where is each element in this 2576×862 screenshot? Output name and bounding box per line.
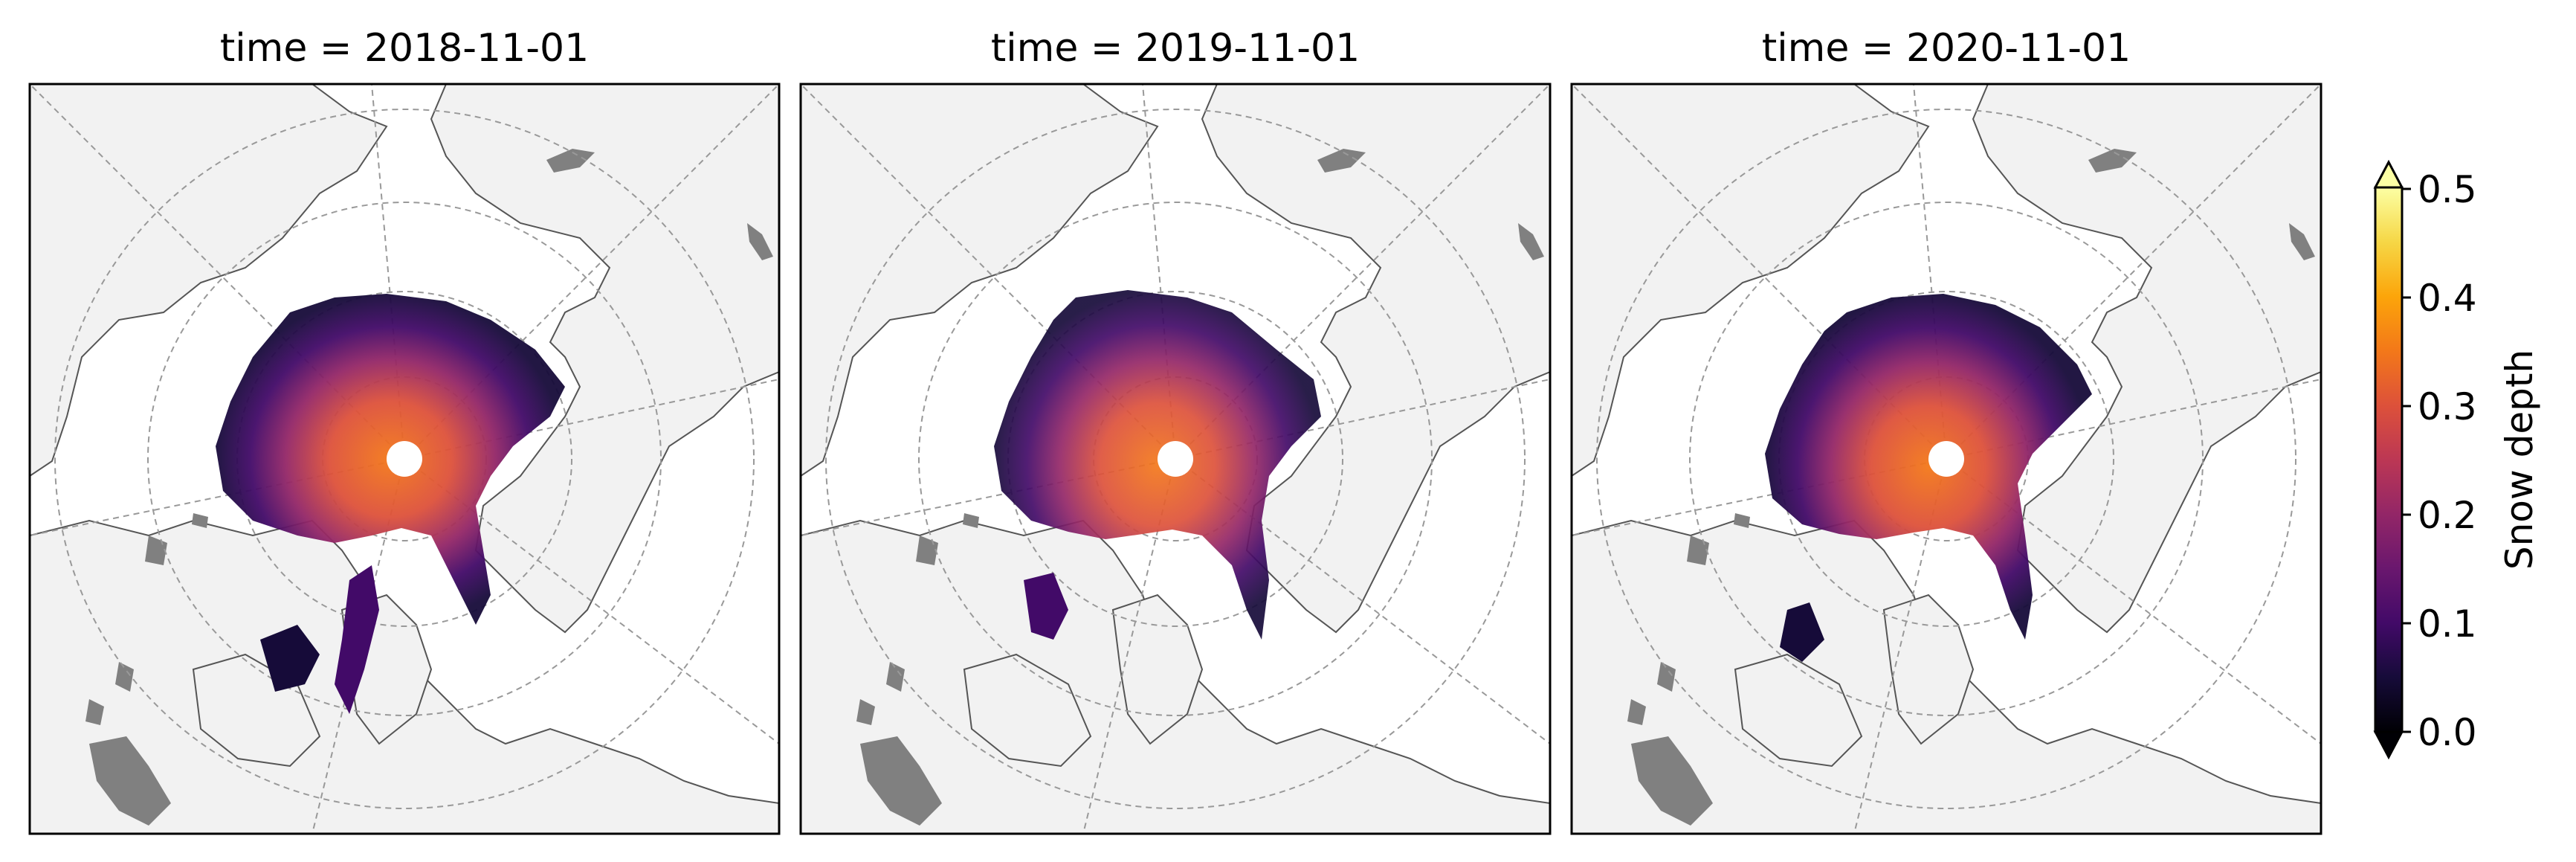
map-frame xyxy=(799,83,1552,835)
snow-depth-field xyxy=(994,290,1321,640)
land-masses xyxy=(801,84,1550,834)
colorbar-extend-top xyxy=(2373,159,2404,189)
map-panel-2019: time = 2019-11-01 xyxy=(799,26,1552,835)
colorbar-gradient xyxy=(2374,186,2404,733)
lakes xyxy=(856,149,1544,826)
map-panel-2020: time = 2020-11-01 xyxy=(1570,26,2322,835)
lakes xyxy=(85,149,773,826)
snow-depth-field xyxy=(1765,294,2092,662)
colorbar-tick-label: 0.4 xyxy=(2418,277,2477,320)
land-masses xyxy=(1572,84,2321,834)
panel-title: time = 2020-11-01 xyxy=(1762,26,2131,71)
colorbar-tick-label: 0.5 xyxy=(2418,168,2477,211)
map-panel-2018: time = 2018-11-01 xyxy=(28,26,781,835)
colorbar-extend-bottom xyxy=(2373,730,2404,760)
land-masses xyxy=(30,84,779,834)
panel-title: time = 2019-11-01 xyxy=(991,26,1360,71)
snow-depth-field xyxy=(216,294,565,714)
lakes xyxy=(1627,149,2315,826)
map-frame xyxy=(1570,83,2322,835)
colorbar-tick-label: 0.1 xyxy=(2418,602,2477,646)
colorbar-ticks xyxy=(2402,187,2411,733)
colorbar-tick-label: 0.3 xyxy=(2418,385,2477,428)
colorbar-tick-label: 0.2 xyxy=(2418,494,2477,537)
map-frame xyxy=(28,83,781,835)
panel-title: time = 2018-11-01 xyxy=(220,26,589,71)
colorbar-label: Snow depth xyxy=(2498,350,2541,570)
colorbar-tick-label: 0.0 xyxy=(2418,711,2477,754)
colorbar: 0.5 0.4 0.3 0.2 0.1 0.0 Snow depth xyxy=(2373,159,2541,760)
